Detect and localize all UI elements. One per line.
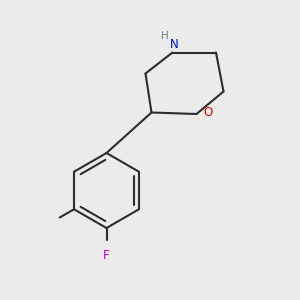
Text: F: F — [103, 249, 110, 262]
Text: O: O — [203, 106, 212, 119]
Text: N: N — [169, 38, 178, 51]
Text: H: H — [161, 31, 169, 41]
